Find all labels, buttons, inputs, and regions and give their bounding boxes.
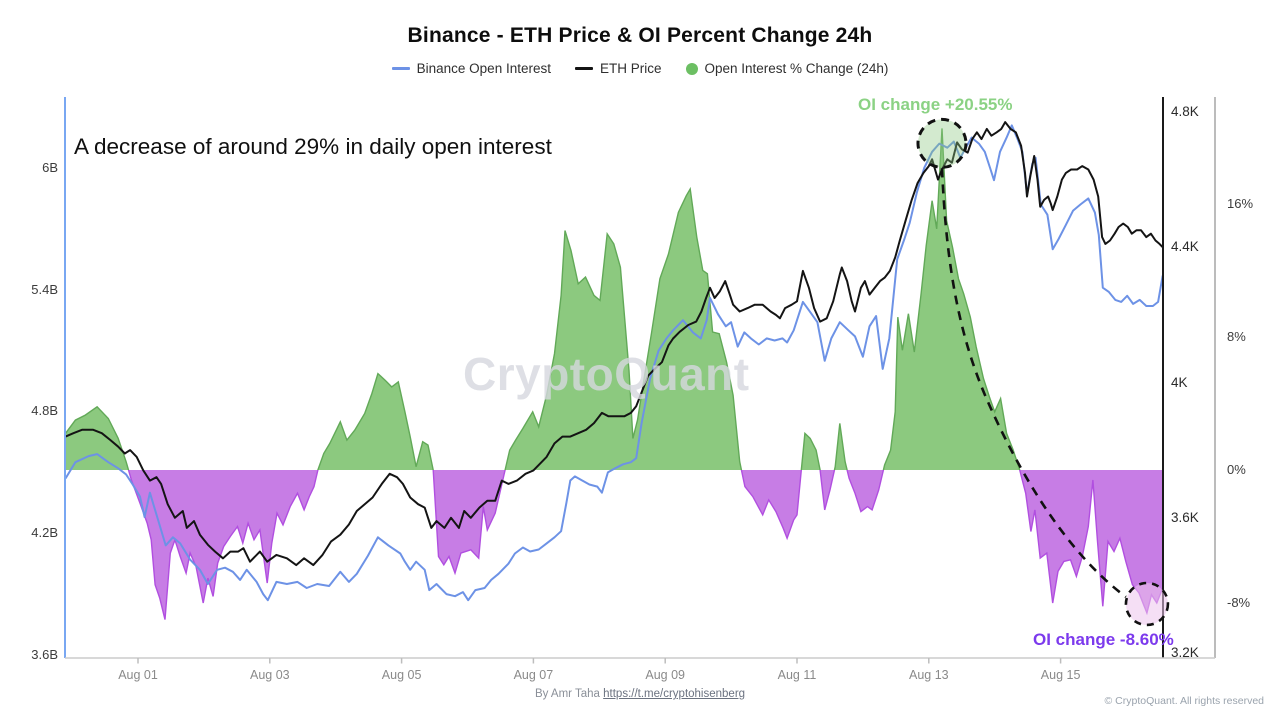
watermark: CryptoQuant bbox=[463, 348, 750, 400]
legend-item-oi-pct-change[interactable]: Open Interest % Change (24h) bbox=[685, 61, 889, 76]
oi-pct-area-negative bbox=[65, 470, 1163, 620]
y-right-pct-tick-label: 0% bbox=[1227, 462, 1246, 477]
y-right-price-tick-label: 3.6K bbox=[1171, 509, 1199, 525]
legend-item-eth-price[interactable]: ETH Price bbox=[574, 61, 662, 76]
annotation-oi-peak: OI change +20.55% bbox=[858, 95, 1013, 114]
y-left-tick-label: 5.4B bbox=[31, 281, 58, 297]
x-tick-label: Aug 15 bbox=[1040, 668, 1081, 682]
x-tick-label: Aug 13 bbox=[908, 668, 949, 682]
dashed-guide-curve bbox=[940, 168, 1127, 599]
y-left-tick-label: 6B bbox=[42, 159, 58, 175]
y-right-pct-tick-label: 16% bbox=[1227, 196, 1254, 211]
y-right-price-tick-label: 3.2K bbox=[1171, 645, 1199, 660]
peak-highlight-circle bbox=[916, 117, 968, 169]
y-right-price-tick-label: 4K bbox=[1171, 374, 1188, 390]
green-dot-icon bbox=[685, 62, 698, 75]
x-tick-label: Aug 01 bbox=[118, 668, 158, 682]
annotation-oi-trough: OI change -8.60% bbox=[1033, 630, 1174, 649]
y-right-price-tick-label: 4.4K bbox=[1171, 239, 1199, 255]
y-right-pct-tick-label: -8% bbox=[1227, 595, 1251, 610]
credit-prefix: By Amr Taha bbox=[534, 688, 604, 700]
trough-highlight-circle bbox=[1124, 581, 1170, 627]
x-tick-label: Aug 07 bbox=[513, 668, 554, 682]
eth-price-line bbox=[65, 121, 1164, 567]
footer-credit: By Amr Taha https://t.me/cryptohisenberg bbox=[0, 688, 1280, 700]
legend-label: Open Interest % Change (24h) bbox=[704, 61, 889, 76]
y-right-price-tick-label: 4.8K bbox=[1171, 104, 1199, 119]
oi-pct-area-positive bbox=[65, 128, 1163, 470]
credit-link[interactable]: https://t.me/cryptohisenberg bbox=[603, 688, 746, 700]
legend-item-open-interest[interactable]: Binance Open Interest bbox=[391, 61, 551, 76]
footer-copyright: © CryptoQuant. All rights reserved bbox=[1104, 695, 1264, 707]
blue-line-icon bbox=[391, 67, 410, 70]
black-line-icon bbox=[574, 67, 593, 70]
x-tick-label: Aug 03 bbox=[249, 668, 290, 682]
oi-pct-edge-positive bbox=[65, 128, 1021, 470]
annotation-decrease-note: A decrease of around 29% in daily open i… bbox=[74, 134, 552, 159]
y-left-tick-label: 4.8B bbox=[31, 403, 58, 419]
oi-pct-edge-negative bbox=[127, 470, 1163, 620]
legend-label: Binance Open Interest bbox=[416, 61, 551, 76]
x-tick-label: Aug 05 bbox=[381, 668, 422, 682]
y-right-pct-tick-label: 8% bbox=[1227, 329, 1246, 344]
y-left-tick-label: 3.6B bbox=[31, 647, 58, 662]
x-tick-label: Aug 11 bbox=[777, 668, 817, 682]
legend-label: ETH Price bbox=[599, 61, 662, 76]
legend: Binance Open Interest ETH Price Open Int… bbox=[0, 61, 1280, 76]
page-title: Binance - ETH Price & OI Percent Change … bbox=[407, 24, 873, 47]
x-tick-label: Aug 09 bbox=[645, 668, 685, 682]
y-left-tick-label: 4.2B bbox=[31, 525, 58, 541]
